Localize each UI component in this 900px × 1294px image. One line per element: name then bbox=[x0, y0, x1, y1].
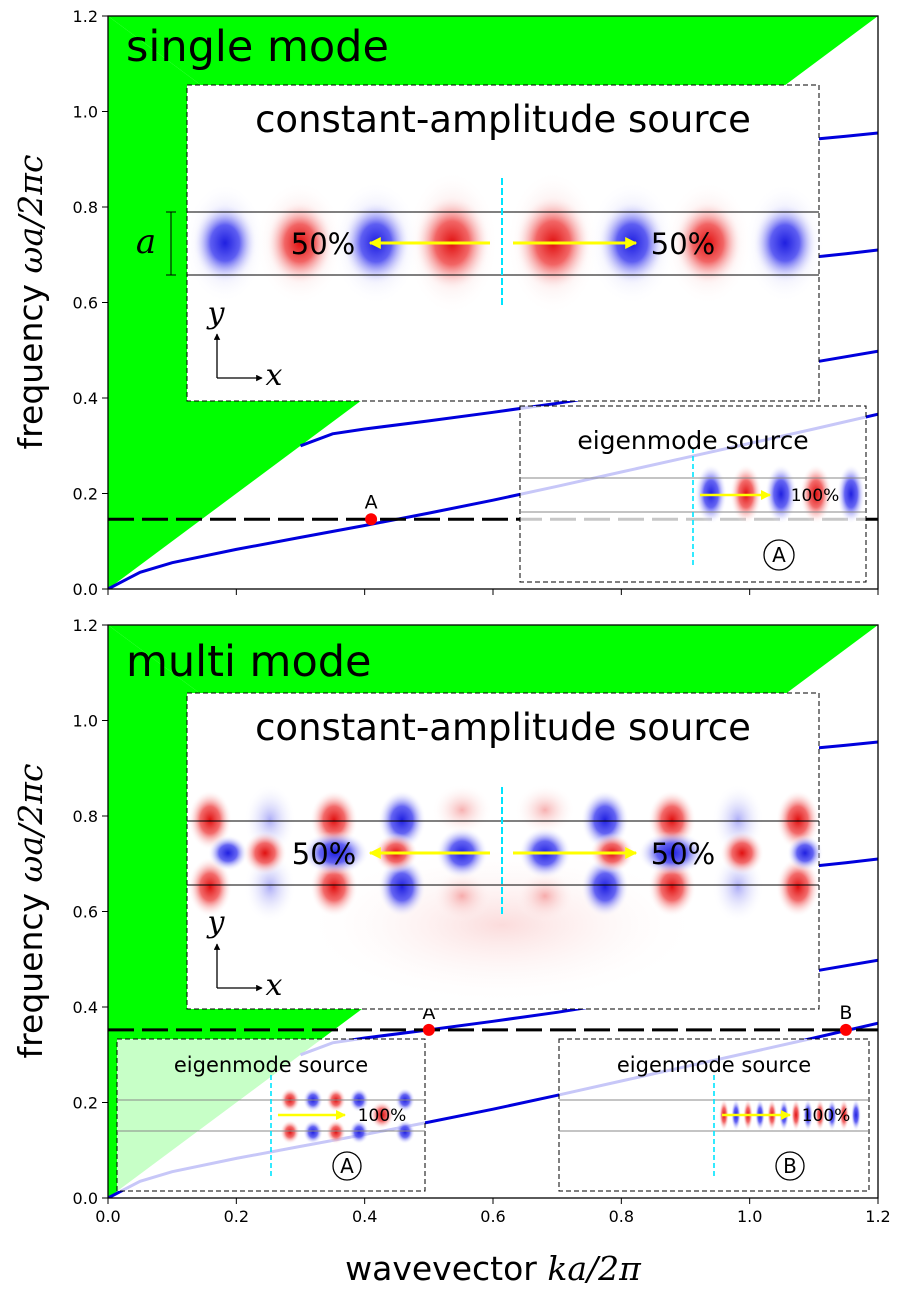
eigen-marker: B bbox=[783, 1154, 797, 1178]
eigen-title: eigenmode source bbox=[617, 1053, 811, 1077]
top-panel: A 0.0 0.2 0.4 0.6 0.8 1.0 1.2 single mode bbox=[73, 7, 879, 599]
y-tick-label: 0.4 bbox=[73, 998, 98, 1017]
eigenmode-inset-A: eigenmode source 100% A bbox=[116, 1038, 426, 1192]
y-tick-label: 0.8 bbox=[73, 807, 98, 826]
point-A bbox=[422, 1023, 435, 1036]
constant-amplitude-inset: constant-amplitude source 50% 50% y x bbox=[186, 692, 823, 1010]
y-axis-label: frequency ωa/2πc bbox=[11, 155, 50, 450]
width-bracket: a bbox=[136, 211, 176, 276]
y-tick-label: 0.2 bbox=[73, 1094, 98, 1113]
right-percent: 50% bbox=[651, 227, 715, 261]
constant-amplitude-inset: constant-amplitude source 50% 50% a y x bbox=[136, 84, 825, 402]
eigen-title: eigenmode source bbox=[577, 426, 808, 455]
eigenmode-inset-B: eigenmode source 100% B bbox=[558, 1038, 870, 1192]
eigen-marker: A bbox=[772, 543, 786, 567]
band-points: A bbox=[365, 491, 378, 526]
y-tick-label: 0.2 bbox=[73, 485, 98, 504]
eigenmode-inset-A: eigenmode source 100% A bbox=[519, 405, 867, 583]
y-tick-label: 0.6 bbox=[73, 294, 98, 313]
left-percent: 50% bbox=[291, 227, 355, 261]
x-tick-label: 0.8 bbox=[609, 1207, 634, 1226]
x-tick-label: 0.6 bbox=[480, 1207, 505, 1226]
panel-title: multi mode bbox=[126, 637, 372, 687]
eigen-percent: 100% bbox=[791, 486, 840, 506]
y-tick-label: 1.2 bbox=[73, 7, 98, 26]
svg-text:y: y bbox=[206, 296, 226, 331]
y-tick-label: 1.0 bbox=[73, 712, 98, 731]
x-tick-label: 0.4 bbox=[352, 1207, 377, 1226]
y-tick-label: 0.6 bbox=[73, 903, 98, 922]
x-tick-label: 1.0 bbox=[737, 1207, 762, 1226]
band-line bbox=[813, 248, 878, 259]
point-label: B bbox=[839, 1002, 852, 1024]
svg-text:x: x bbox=[266, 358, 283, 393]
axes-indicator: y x bbox=[206, 905, 283, 1003]
x-tick-label: 1.2 bbox=[865, 1207, 890, 1226]
y-tick-label: 1.0 bbox=[73, 103, 98, 122]
right-percent: 50% bbox=[651, 837, 715, 871]
y-tick-label: 1.2 bbox=[73, 616, 98, 635]
svg-text:y: y bbox=[206, 905, 226, 940]
point-A bbox=[365, 513, 378, 526]
y-axis-label: frequency ωa/2πc bbox=[11, 764, 50, 1059]
x-tick-label: 0.2 bbox=[224, 1207, 249, 1226]
inset-title: constant-amplitude source bbox=[255, 98, 751, 141]
y-tick-label: 0.4 bbox=[73, 389, 98, 408]
axis-ticks: 0.0 0.2 0.4 0.6 0.8 1.0 1.2 0.0 0.2 0.4 0.6 0.8 1.0 1… bbox=[73, 616, 891, 1226]
band-line bbox=[813, 131, 878, 141]
eigen-percent: 100% bbox=[802, 1106, 851, 1126]
point-label: A bbox=[365, 491, 378, 513]
panel-title: single mode bbox=[126, 22, 389, 72]
y-tick-label: 0.0 bbox=[73, 1189, 98, 1208]
point-B bbox=[839, 1023, 852, 1036]
band-line bbox=[813, 740, 878, 750]
y-tick-label: 0.8 bbox=[73, 198, 98, 217]
x-axis-label: wavevector ka/2π bbox=[345, 1249, 642, 1288]
x-tick-label: 0.0 bbox=[95, 1207, 120, 1226]
inset-title: constant-amplitude source bbox=[255, 706, 751, 749]
axis-ticks: 0.0 0.2 0.4 0.6 0.8 1.0 1.2 bbox=[73, 7, 879, 599]
eigen-percent: 100% bbox=[358, 1106, 407, 1126]
left-percent: 50% bbox=[292, 837, 356, 871]
axes-indicator: y x bbox=[206, 296, 283, 393]
svg-text:x: x bbox=[266, 968, 283, 1003]
eigen-title: eigenmode source bbox=[174, 1053, 368, 1077]
y-tick-label: 0.0 bbox=[73, 580, 98, 599]
width-label: a bbox=[136, 222, 156, 262]
eigen-marker: A bbox=[340, 1154, 354, 1178]
band-line bbox=[813, 857, 878, 868]
